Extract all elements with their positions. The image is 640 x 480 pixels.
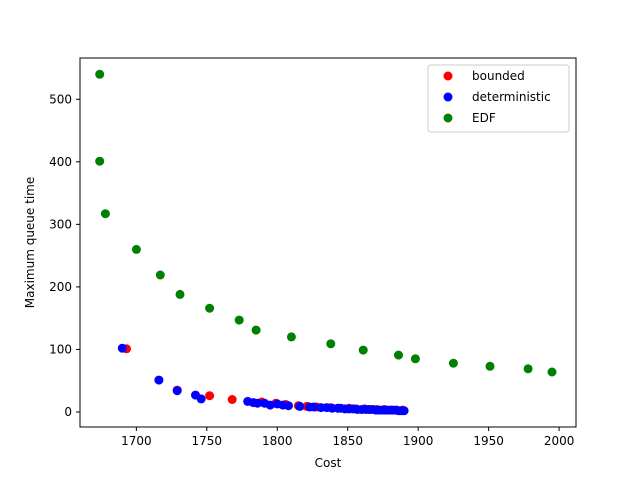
data-point — [547, 367, 557, 377]
plot-frame — [79, 57, 577, 428]
x-axis-label: Cost — [315, 456, 342, 470]
legend-label: bounded — [472, 69, 525, 83]
y-tick-label: 200 — [49, 280, 72, 294]
data-point — [251, 325, 261, 335]
legend-item-bounded: bounded — [443, 69, 525, 83]
data-point — [309, 402, 319, 412]
data-point — [358, 345, 368, 355]
data-point — [485, 361, 495, 371]
data-point — [131, 244, 141, 254]
legend-marker — [443, 92, 453, 102]
data-point — [172, 386, 182, 396]
legend-box — [427, 64, 570, 133]
data-point — [265, 400, 275, 410]
x-tick-label: 1950 — [473, 434, 504, 448]
y-axis-label: Maximum queue time — [23, 177, 37, 308]
data-point — [95, 69, 105, 79]
data-point — [95, 156, 105, 166]
data-point — [100, 209, 110, 219]
y-tick-label: 300 — [49, 217, 72, 231]
legend-item-deterministic: deterministic — [443, 90, 551, 104]
data-point — [196, 394, 206, 404]
data-point — [284, 401, 293, 411]
x-tick-label: 1800 — [262, 434, 293, 448]
y-tick-label: 400 — [49, 155, 72, 169]
legend-marker — [443, 113, 453, 123]
data-point — [175, 289, 185, 299]
data-point — [227, 395, 237, 404]
data-point — [410, 354, 420, 364]
legend-marker — [443, 71, 453, 81]
x-tick-label: 2000 — [544, 434, 575, 448]
y-tick-label: 500 — [49, 92, 72, 106]
x-tick-label: 1750 — [192, 434, 223, 448]
y-axis-ticks: 0 100 200 300 400 500 — [49, 92, 80, 419]
data-point — [117, 343, 127, 353]
data-point — [154, 375, 164, 385]
data-point — [448, 358, 458, 368]
legend-label: deterministic — [472, 90, 551, 104]
x-axis-ticks: 1700 1750 1800 1850 1900 1950 2000 — [121, 427, 574, 448]
y-tick-label: 100 — [49, 342, 72, 356]
data-point — [155, 270, 165, 280]
data-point — [205, 303, 215, 313]
series-edf — [95, 69, 557, 377]
data-point — [523, 364, 533, 374]
y-tick-label: 0 — [64, 405, 72, 419]
data-point — [295, 401, 305, 411]
legend-entries: bounded deterministic EDF — [443, 69, 551, 125]
legend: bounded deterministic EDF — [427, 64, 570, 133]
x-tick-label: 1700 — [121, 434, 152, 448]
data-point — [399, 406, 409, 416]
x-tick-label: 1850 — [332, 434, 363, 448]
data-point — [326, 339, 336, 349]
data-point — [205, 391, 215, 401]
data-point — [286, 332, 296, 342]
legend-item-edf: EDF — [443, 111, 496, 125]
series-deterministic — [117, 343, 409, 416]
data-point — [234, 315, 244, 325]
x-tick-label: 1900 — [403, 434, 434, 448]
legend-label: EDF — [472, 111, 496, 125]
data-point — [253, 398, 262, 408]
data-point — [394, 350, 403, 360]
data-points — [95, 69, 557, 416]
